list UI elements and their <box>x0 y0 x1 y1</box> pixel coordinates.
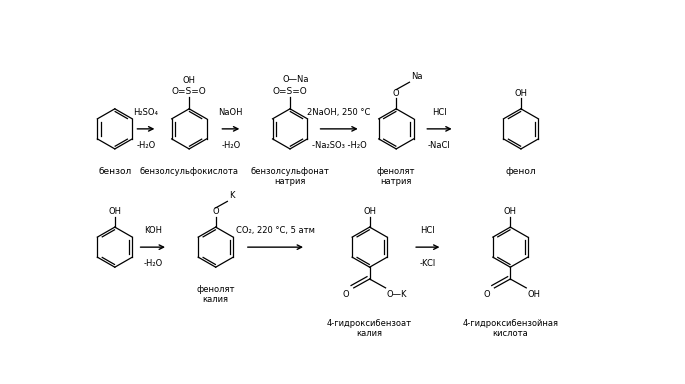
Text: OH: OH <box>363 207 376 216</box>
Text: OH: OH <box>514 89 527 98</box>
Text: KOH: KOH <box>144 226 162 235</box>
Text: бензолсульфокислота: бензолсульфокислота <box>140 167 238 175</box>
Text: -NaCl: -NaCl <box>428 141 451 150</box>
Text: 4-гидроксибензойная
кислота: 4-гидроксибензойная кислота <box>462 319 558 338</box>
Text: OH: OH <box>527 290 540 299</box>
Text: O: O <box>484 290 490 299</box>
Text: O: O <box>343 290 349 299</box>
Text: O: O <box>393 89 399 98</box>
Text: -Na₂SO₃ -H₂O: -Na₂SO₃ -H₂O <box>312 141 366 150</box>
Text: H₂SO₄: H₂SO₄ <box>134 108 158 117</box>
Text: -H₂O: -H₂O <box>221 141 240 150</box>
Text: фенолят
калия: фенолят калия <box>197 285 235 305</box>
Text: O=S=O: O=S=O <box>172 88 206 96</box>
Text: OH: OH <box>504 207 516 216</box>
Text: Na: Na <box>411 72 423 81</box>
Text: 4-гидроксибензоат
калия: 4-гидроксибензоат калия <box>327 319 412 338</box>
Text: OH: OH <box>108 207 121 216</box>
Text: бензолсульфонат
натрия: бензолсульфонат натрия <box>251 167 329 186</box>
Text: HCl: HCl <box>421 226 435 235</box>
Text: CO₂, 220 °C, 5 атм: CO₂, 220 °C, 5 атм <box>236 226 315 235</box>
Text: OH: OH <box>183 76 196 85</box>
Text: бензол: бензол <box>98 167 132 175</box>
Text: O=S=O: O=S=O <box>273 88 308 96</box>
Text: K: K <box>229 192 234 200</box>
Text: O: O <box>212 207 219 216</box>
Text: фенолят
натрия: фенолят натрия <box>377 167 415 186</box>
Text: HCl: HCl <box>432 108 447 117</box>
Text: O—Na: O—Na <box>282 75 308 84</box>
Text: 2NaOH, 250 °C: 2NaOH, 250 °C <box>308 108 371 117</box>
Text: -H₂O: -H₂O <box>136 141 155 150</box>
Text: -KCl: -KCl <box>420 259 436 268</box>
Text: O—K: O—K <box>386 290 407 299</box>
Text: NaOH: NaOH <box>219 108 243 117</box>
Text: -H₂O: -H₂O <box>143 259 162 268</box>
Text: фенол: фенол <box>506 167 536 175</box>
